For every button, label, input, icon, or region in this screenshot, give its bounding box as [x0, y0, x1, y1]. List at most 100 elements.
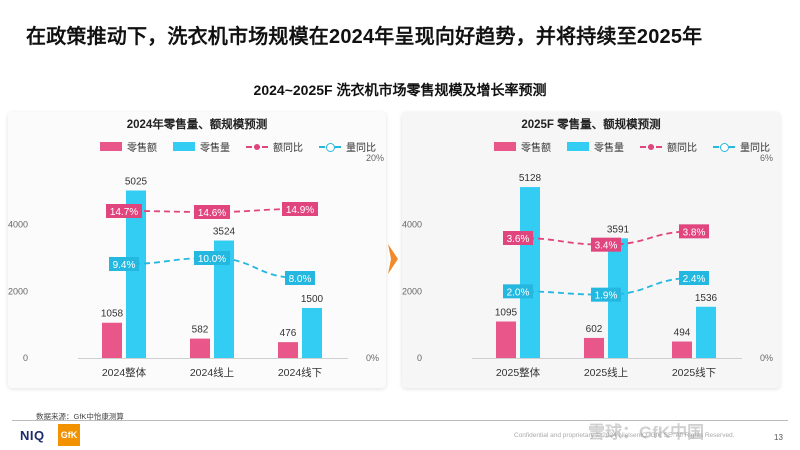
- legend-volume-label: 零售量: [200, 143, 230, 154]
- page-headline: 在政策推动下，洗衣机市场规模在2024年呈现向好趋势，并将持续至2025年: [26, 26, 703, 48]
- x-tick-label: 2024整体: [102, 366, 147, 379]
- y-tick-label: 0: [23, 353, 28, 363]
- x-tick-label: 2024线下: [278, 366, 322, 379]
- legend-volume: 零售量: [567, 139, 624, 154]
- legend-volume-swatch: [567, 142, 589, 151]
- legend-volume-yoy-label: 量同比: [740, 143, 770, 154]
- bar-volume-label: 1500: [301, 294, 324, 305]
- niq-logo: NIQ: [20, 428, 45, 443]
- data-source-note: 数据来源：GfK中怡康测算: [36, 412, 124, 421]
- legend-volume-yoy: 量同比: [319, 139, 376, 154]
- amount-yoy-label-bg: [194, 205, 230, 219]
- chart-svg-2024: 0 2000 4000 0% 20% 1058 5025 2024整体 582 3524 2024线…: [8, 153, 384, 379]
- legend-amount-label: 零售额: [521, 143, 551, 154]
- bar-volume: [696, 306, 716, 358]
- volume-yoy-label: 8.0%: [289, 274, 312, 285]
- amount-yoy-label: 3.8%: [683, 227, 706, 238]
- legend-volume-yoy-label: 量同比: [346, 143, 376, 154]
- x-tick-label: 2025线上: [584, 366, 628, 379]
- y-tick-label: 4000: [402, 220, 422, 230]
- legend-amount-label: 零售额: [127, 143, 157, 154]
- amount-yoy-line: [517, 230, 695, 246]
- page-number: 13: [774, 433, 783, 442]
- volume-yoy-label-bg: [591, 287, 621, 302]
- amount-yoy-label-bg: [282, 202, 318, 216]
- y2-tick-label: 6%: [760, 153, 773, 163]
- bar-amount: [584, 337, 604, 358]
- x-tick-label: 2024线上: [190, 366, 234, 379]
- amount-yoy-label: 14.7%: [110, 207, 138, 218]
- y2-tick-label: 20%: [366, 153, 384, 163]
- footer-divider: [12, 420, 788, 421]
- amount-yoy-label: 3.4%: [595, 241, 618, 252]
- chart-panel-2025: 2025F 零售量、额规模预测 零售额 零售量 额同比 量同比 0 2000 400…: [402, 112, 780, 388]
- y-tick-label: 4000: [8, 220, 28, 230]
- volume-yoy-line: [123, 257, 301, 279]
- bar-amount-label: 494: [674, 328, 691, 339]
- legend-amount-yoy-swatch: [246, 142, 268, 152]
- bar-amount: [278, 342, 298, 358]
- legend: 零售额 零售量 额同比 量同比: [100, 139, 376, 154]
- legend-amount-yoy: 额同比: [246, 139, 303, 154]
- legend-volume-swatch: [173, 142, 195, 151]
- y-tick-label: 0: [417, 353, 422, 363]
- volume-yoy-line: [517, 277, 695, 296]
- bar-volume-label: 5128: [519, 173, 542, 184]
- legend-volume: 零售量: [173, 139, 230, 154]
- legend: 零售额 零售量 额同比 量同比: [494, 139, 770, 154]
- bar-volume: [214, 240, 234, 358]
- x-tick-label: 2025线下: [672, 366, 716, 379]
- amount-yoy-label: 14.9%: [286, 205, 314, 216]
- legend-amount-yoy-label: 额同比: [667, 143, 697, 154]
- bar-amount: [672, 341, 692, 358]
- y2-tick-label: 0%: [760, 353, 773, 363]
- bar-amount-label: 1058: [101, 309, 124, 320]
- volume-yoy-label: 2.0%: [507, 287, 530, 298]
- bar-amount: [496, 321, 516, 358]
- x-tick-label: 2025整体: [496, 366, 541, 379]
- amount-yoy-label: 3.6%: [507, 234, 530, 245]
- amount-yoy-label-bg: [591, 237, 621, 252]
- bar-amount: [190, 338, 210, 358]
- confidential-notice: Confidential and proprietary © 2024 Niel…: [514, 432, 735, 439]
- legend-amount: 零售额: [494, 139, 551, 154]
- chart-subtitle: 2024~2025F 洗衣机市场零售规模及增长率预测: [253, 82, 547, 98]
- volume-yoy-label: 10.0%: [198, 254, 226, 265]
- y2-tick-label: 0%: [366, 353, 379, 363]
- volume-yoy-label-bg: [503, 284, 533, 299]
- panel-title: 2025F 零售量、额规模预测: [521, 119, 661, 131]
- chevron-right-icon: [388, 244, 398, 274]
- legend-amount: 零售额: [100, 139, 157, 154]
- y-tick-label: 2000: [402, 286, 422, 296]
- legend-amount-swatch: [100, 142, 122, 151]
- volume-yoy-label-bg: [679, 271, 709, 285]
- amount-yoy-label-bg: [679, 224, 709, 239]
- bar-amount-label: 602: [586, 324, 603, 335]
- volume-yoy-label-bg: [194, 251, 230, 265]
- gfk-logo: GfK: [58, 424, 80, 446]
- bar-volume: [302, 308, 322, 358]
- bar-amount-label: 476: [280, 328, 297, 339]
- legend-volume-yoy: 量同比: [713, 139, 770, 154]
- volume-yoy-label: 9.4%: [113, 260, 136, 271]
- bar-volume-label: 3591: [607, 224, 630, 235]
- legend-volume-yoy-swatch: [713, 142, 735, 152]
- legend-amount-swatch: [494, 142, 516, 151]
- amount-yoy-label-bg: [503, 231, 533, 245]
- bar-volume: [520, 187, 540, 358]
- legend-amount-yoy: 额同比: [640, 139, 697, 154]
- legend-amount-yoy-label: 额同比: [273, 143, 303, 154]
- bar-volume-label: 1536: [695, 293, 718, 304]
- chart-panel-2024: 2024年零售量、额规模预测 零售额 零售量 额同比 量同比 0 2000 4000…: [8, 112, 386, 388]
- amount-yoy-label-bg: [106, 204, 142, 218]
- volume-yoy-label-bg: [285, 271, 315, 285]
- bar-volume-label: 3524: [213, 227, 236, 238]
- legend-amount-yoy-swatch: [640, 142, 662, 152]
- bar-amount-label: 1095: [495, 308, 518, 319]
- bar-amount: [102, 322, 122, 358]
- legend-volume-label: 零售量: [594, 143, 624, 154]
- volume-yoy-label: 2.4%: [683, 274, 706, 285]
- panel-title: 2024年零售量、额规模预测: [126, 119, 268, 131]
- amount-yoy-label: 14.6%: [198, 208, 226, 219]
- watermark: 雪球：GfK中国: [588, 423, 705, 442]
